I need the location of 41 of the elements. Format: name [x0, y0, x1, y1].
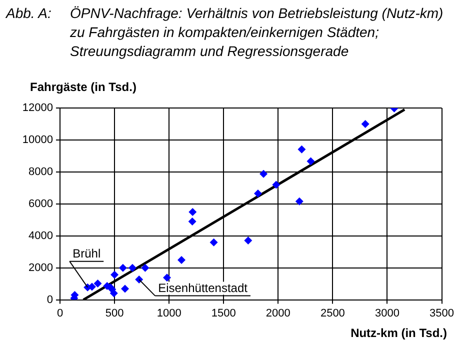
x-tick-label: 3000: [374, 307, 400, 320]
point: [361, 120, 370, 128]
point: [94, 279, 102, 288]
x-tick-label: 1500: [211, 307, 236, 320]
point: [110, 270, 119, 279]
y-tick-label: 6000: [28, 198, 53, 210]
x-tick-label: 2000: [266, 307, 290, 320]
x-tick-label: 1000: [156, 307, 182, 320]
point: [210, 238, 218, 246]
point: [121, 284, 130, 293]
point: [178, 256, 186, 264]
chart-title: ÖPNV-Nachfrage: Verhältnis von Betriebsleistung (Nutz-km) zu Fahrgästen in kompakten/einkernigen Städten; Streuungsdiagramm und Regressionsgerade: [70, 4, 444, 61]
x-tick-label: 2500: [320, 307, 345, 320]
y-tick-label: 8000: [28, 166, 53, 178]
point: [188, 208, 197, 216]
point: [306, 157, 315, 166]
point: [163, 274, 172, 282]
y-tick-label: 12000: [22, 102, 53, 114]
y-tick-label: 4000: [28, 230, 53, 242]
x-tick-label: 3500: [430, 307, 454, 320]
text: Abb. A:: [6, 4, 52, 23]
x-axis-title: Nutz-km (in Tsd.): [350, 326, 447, 340]
annotation: Brühl: [72, 246, 101, 261]
y-tick-label: 0: [46, 294, 53, 306]
y-axis-title: Fahrgäste (in Tsd.): [30, 80, 136, 94]
annotation: Eisenhüttenstadt: [158, 281, 248, 296]
y-tick-label: 2000: [28, 262, 53, 274]
point: [135, 276, 144, 284]
point: [295, 197, 304, 206]
point: [141, 264, 150, 272]
point: [128, 264, 136, 272]
point: [118, 264, 127, 272]
point: [260, 170, 268, 178]
point: [272, 180, 280, 189]
point: [254, 190, 262, 198]
point: [244, 236, 252, 244]
point: [188, 217, 196, 226]
y-tick-label: 10000: [22, 134, 53, 146]
x-tick-label: 0: [56, 307, 64, 320]
x-tick-label: 500: [105, 307, 124, 320]
point: [298, 145, 306, 154]
